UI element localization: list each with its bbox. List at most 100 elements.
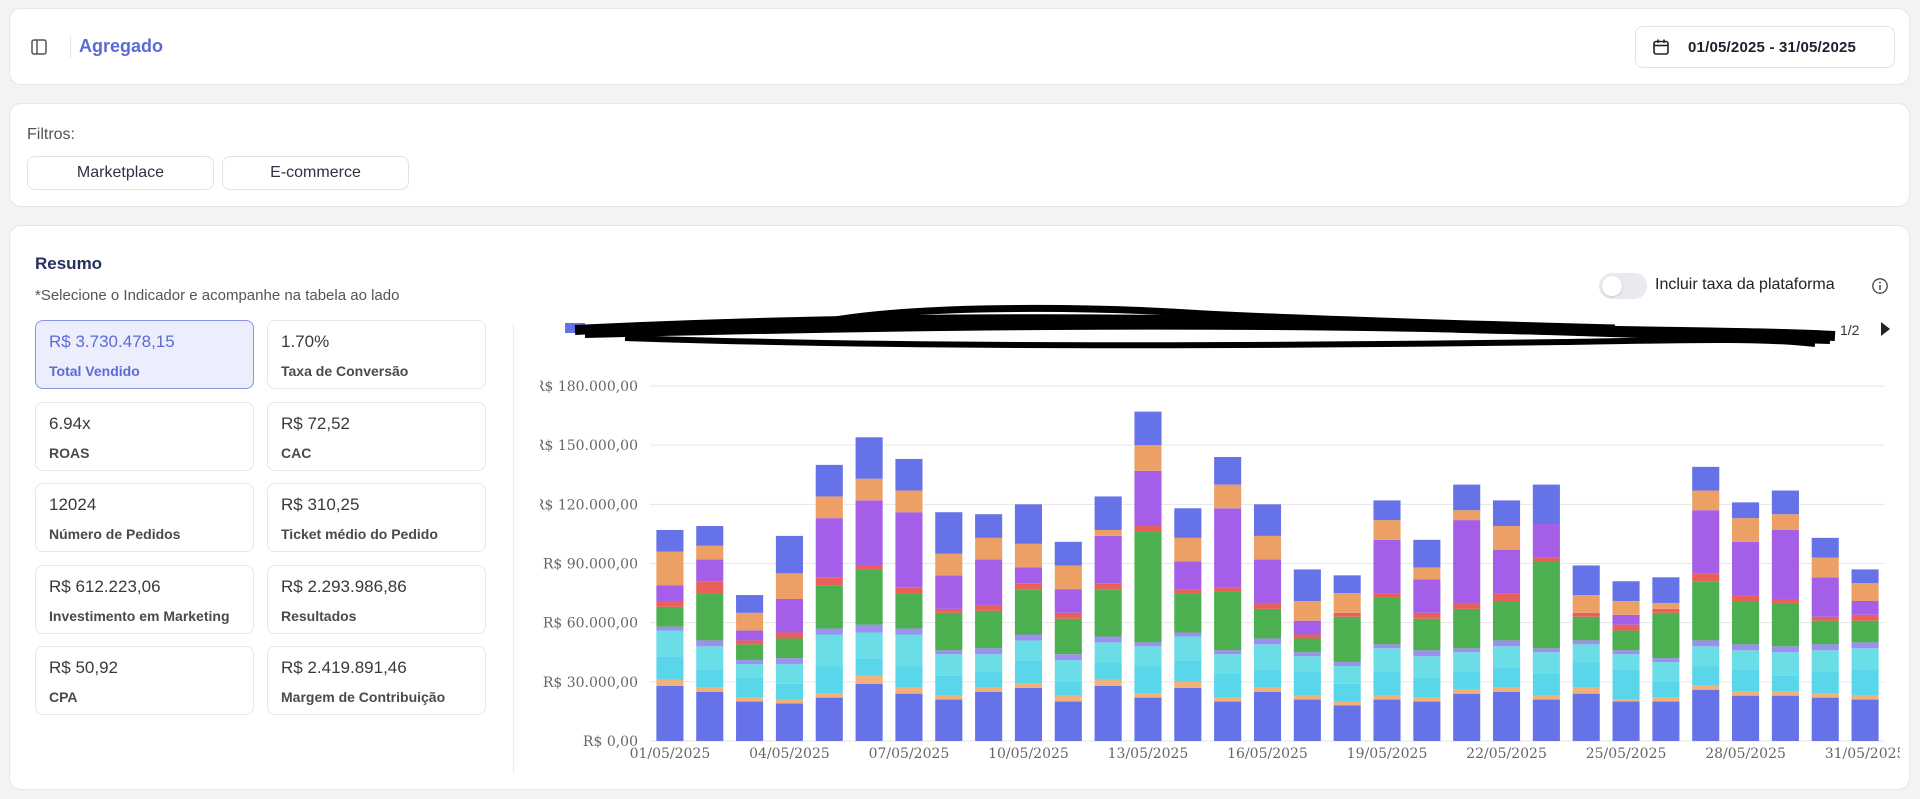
bar-segment[interactable] — [1094, 583, 1122, 590]
bar-segment[interactable] — [1732, 695, 1760, 741]
bar-segment[interactable] — [1014, 583, 1043, 590]
bar-segment[interactable] — [1771, 490, 1799, 515]
bar-segment[interactable] — [1214, 650, 1242, 655]
bar-segment[interactable] — [1293, 695, 1321, 700]
bar-segment[interactable] — [1532, 652, 1560, 674]
bar-segment[interactable] — [1572, 612, 1600, 617]
bar-segment[interactable] — [1811, 557, 1839, 578]
bar-segment[interactable] — [1214, 457, 1242, 485]
bar-segment[interactable] — [1094, 662, 1122, 680]
bar-segment[interactable] — [696, 670, 724, 688]
bar-segment[interactable] — [696, 640, 724, 647]
bar-segment[interactable] — [895, 666, 923, 688]
bar-segment[interactable] — [1732, 644, 1760, 651]
bar-segment[interactable] — [1014, 504, 1043, 544]
bar-segment[interactable] — [1811, 537, 1839, 558]
bar-segment[interactable] — [1413, 650, 1441, 657]
bar-segment[interactable] — [1652, 662, 1680, 682]
bar-segment[interactable] — [1293, 634, 1321, 639]
bar-segment[interactable] — [1253, 638, 1282, 645]
bar-segment[interactable] — [935, 699, 963, 741]
bar-segment[interactable] — [736, 660, 764, 665]
bar-segment[interactable] — [1094, 529, 1122, 536]
bar-segment[interactable] — [1014, 687, 1043, 741]
bar-segment[interactable] — [1652, 602, 1680, 609]
bar-segment[interactable] — [1134, 642, 1162, 647]
bar-segment[interactable] — [1572, 595, 1600, 613]
bar-segment[interactable] — [1413, 656, 1441, 678]
bar-segment[interactable] — [815, 585, 843, 629]
bar-segment[interactable] — [1333, 666, 1361, 684]
bar-segment[interactable] — [1293, 638, 1321, 653]
bar-segment[interactable] — [1094, 642, 1122, 663]
bar-segment[interactable] — [1532, 699, 1560, 741]
bar-segment[interactable] — [1174, 681, 1202, 688]
bar-segment[interactable] — [1134, 411, 1162, 446]
bar-segment[interactable] — [1532, 648, 1560, 653]
bar-segment[interactable] — [1373, 648, 1401, 672]
bar-segment[interactable] — [1612, 699, 1640, 702]
bar-segment[interactable] — [1373, 597, 1401, 645]
bar-segment[interactable] — [736, 697, 764, 702]
bar-segment[interactable] — [1652, 697, 1680, 702]
bar-segment[interactable] — [1811, 671, 1839, 694]
bar-segment[interactable] — [1692, 640, 1720, 647]
bar-segment[interactable] — [815, 464, 843, 497]
bar-segment[interactable] — [1453, 689, 1481, 694]
bar-segment[interactable] — [1811, 644, 1839, 651]
bar-segment[interactable] — [1453, 608, 1481, 649]
bar-segment[interactable] — [1532, 695, 1560, 700]
bar-segment[interactable] — [656, 551, 684, 586]
bar-segment[interactable] — [815, 697, 843, 741]
bar-segment[interactable] — [1851, 695, 1879, 700]
bar-segment[interactable] — [975, 687, 1003, 692]
bar-segment[interactable] — [775, 683, 803, 700]
bar-segment[interactable] — [895, 687, 923, 694]
bar-segment[interactable] — [895, 693, 923, 741]
bar-segment[interactable] — [775, 535, 803, 574]
bar-segment[interactable] — [1532, 673, 1560, 696]
bar-segment[interactable] — [855, 437, 883, 479]
bar-segment[interactable] — [1692, 646, 1720, 667]
bar-segment[interactable] — [1732, 691, 1760, 696]
kpi-card-total-vendido[interactable]: R$ 3.730.478,15 Total Vendido — [35, 320, 254, 389]
bar-segment[interactable] — [1572, 644, 1600, 663]
bar-segment[interactable] — [1094, 679, 1122, 686]
bar-segment[interactable] — [1333, 593, 1361, 613]
bar-segment[interactable] — [736, 612, 764, 631]
bar-segment[interactable] — [1054, 612, 1082, 619]
bar-segment[interactable] — [736, 677, 764, 698]
bar-segment[interactable] — [1174, 508, 1202, 538]
bar-segment[interactable] — [1612, 624, 1640, 631]
bar-segment[interactable] — [1532, 557, 1560, 562]
bar-segment[interactable] — [935, 608, 963, 613]
bar-segment[interactable] — [1373, 539, 1401, 594]
bar-segment[interactable] — [1771, 691, 1799, 696]
date-range-picker[interactable]: 01/05/2025 - 31/05/2025 — [1635, 26, 1895, 68]
bar-segment[interactable] — [1652, 612, 1680, 659]
bar-segment[interactable] — [1333, 575, 1361, 594]
bar-segment[interactable] — [736, 644, 764, 661]
bar-segment[interactable] — [656, 630, 684, 657]
bar-segment[interactable] — [1851, 583, 1879, 601]
bar-segment[interactable] — [1612, 670, 1640, 700]
bar-segment[interactable] — [1413, 612, 1441, 619]
bar-segment[interactable] — [935, 575, 963, 609]
bar-segment[interactable] — [1333, 701, 1361, 706]
bar-segment[interactable] — [855, 478, 883, 501]
bar-segment[interactable] — [1652, 658, 1680, 663]
bar-segment[interactable] — [1253, 644, 1282, 670]
bar-segment[interactable] — [935, 675, 963, 696]
bar-segment[interactable] — [696, 646, 724, 670]
bar-segment[interactable] — [935, 512, 963, 554]
bar-segment[interactable] — [975, 610, 1003, 649]
bar-segment[interactable] — [975, 559, 1003, 605]
bar-segment[interactable] — [1054, 618, 1082, 655]
bar-segment[interactable] — [775, 599, 803, 633]
bar-segment[interactable] — [1612, 581, 1640, 601]
sidebar-toggle-icon[interactable] — [30, 38, 48, 56]
bar-segment[interactable] — [1771, 529, 1799, 599]
bar-segment[interactable] — [1492, 593, 1521, 601]
bar-segment[interactable] — [1732, 541, 1760, 596]
bar-segment[interactable] — [1373, 644, 1401, 649]
